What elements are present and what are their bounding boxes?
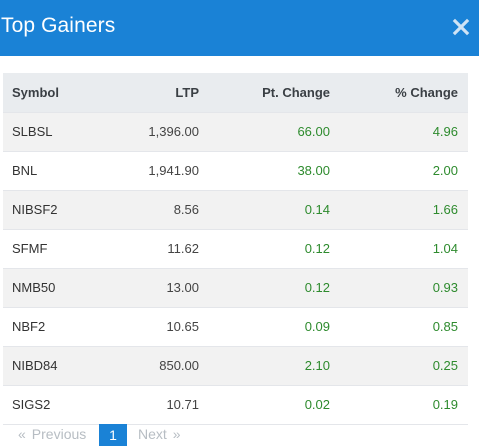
symbol-cell: NIBSF2 xyxy=(3,190,108,230)
previous-label: Previous xyxy=(31,426,87,442)
symbol-cell: NMB50 xyxy=(3,268,108,308)
ltp-cell: 850.00 xyxy=(108,346,199,386)
symbol-cell: SFMF xyxy=(3,229,108,269)
symbol-cell: SLBSL xyxy=(3,112,108,152)
pct-change-cell: 0.19 xyxy=(330,385,468,425)
table-row[interactable]: SIGS2 10.71 0.02 0.19 xyxy=(3,385,468,425)
pct-change-cell: 1.04 xyxy=(330,229,468,269)
close-x-icon xyxy=(452,18,470,36)
ltp-cell: 8.56 xyxy=(108,190,199,230)
column-header-symbol[interactable]: Symbol xyxy=(3,73,108,113)
previous-page-button[interactable]: « Previous xyxy=(12,426,86,442)
table-row[interactable]: SFMF 11.62 0.12 1.04 xyxy=(3,229,468,269)
modal-title: Top Gainers xyxy=(1,14,116,37)
pct-change-cell: 4.96 xyxy=(330,112,468,152)
pct-change-cell: 0.85 xyxy=(330,307,468,347)
ltp-cell: 1,396.00 xyxy=(108,112,199,152)
table-row[interactable]: BNL 1,941.90 38.00 2.00 xyxy=(3,151,468,191)
table-row[interactable]: NIBD84 850.00 2.10 0.25 xyxy=(3,346,468,386)
pt-change-cell: 0.12 xyxy=(199,229,330,269)
double-left-arrow-icon: « xyxy=(18,426,26,442)
pagination: « Previous 1 Next » xyxy=(0,424,479,447)
modal-header: Top Gainers xyxy=(0,0,479,56)
pct-change-cell: 0.93 xyxy=(330,268,468,308)
symbol-cell: NBF2 xyxy=(3,307,108,347)
pt-change-cell: 0.09 xyxy=(199,307,330,347)
column-header-ltp[interactable]: LTP xyxy=(108,73,199,113)
pt-change-cell: 66.00 xyxy=(199,112,330,152)
gainers-table: Symbol LTP Pt. Change % Change SLBSL 1,39… xyxy=(3,73,468,425)
ltp-cell: 13.00 xyxy=(108,268,199,308)
page-1-button[interactable]: 1 xyxy=(99,424,127,446)
double-right-arrow-icon: » xyxy=(172,426,181,442)
ltp-cell: 10.71 xyxy=(108,385,199,425)
column-header-pct-change[interactable]: % Change xyxy=(330,73,468,113)
symbol-cell: SIGS2 xyxy=(3,385,108,425)
pt-change-cell: 0.14 xyxy=(199,190,330,230)
pct-change-cell: 2.00 xyxy=(330,151,468,191)
pt-change-cell: 2.10 xyxy=(199,346,330,386)
table-row[interactable]: NMB50 13.00 0.12 0.93 xyxy=(3,268,468,308)
close-button[interactable] xyxy=(452,17,470,37)
pct-change-cell: 0.25 xyxy=(330,346,468,386)
symbol-cell: BNL xyxy=(3,151,108,191)
ltp-cell: 1,941.90 xyxy=(108,151,199,191)
table-row[interactable]: NBF2 10.65 0.09 0.85 xyxy=(3,307,468,347)
table-row[interactable]: NIBSF2 8.56 0.14 1.66 xyxy=(3,190,468,230)
pt-change-cell: 0.02 xyxy=(199,385,330,425)
pt-change-cell: 0.12 xyxy=(199,268,330,308)
pt-change-cell: 38.00 xyxy=(199,151,330,191)
symbol-cell: NIBD84 xyxy=(3,346,108,386)
table-row[interactable]: SLBSL 1,396.00 66.00 4.96 xyxy=(3,112,468,152)
ltp-cell: 11.62 xyxy=(108,229,199,269)
column-header-pt-change[interactable]: Pt. Change xyxy=(199,73,330,113)
table-header-row: Symbol LTP Pt. Change % Change xyxy=(3,73,468,113)
next-page-button[interactable]: Next » xyxy=(138,426,187,442)
ltp-cell: 10.65 xyxy=(108,307,199,347)
pct-change-cell: 1.66 xyxy=(330,190,468,230)
next-label: Next xyxy=(138,426,167,442)
